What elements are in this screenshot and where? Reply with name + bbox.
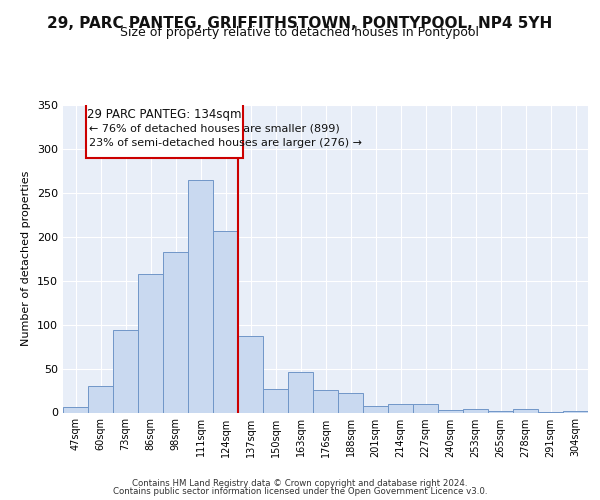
Bar: [563, 410, 588, 412]
Bar: [488, 410, 513, 412]
Text: ← 76% of detached houses are smaller (899): ← 76% of detached houses are smaller (89…: [89, 124, 340, 134]
Bar: [63, 407, 88, 412]
Text: Size of property relative to detached houses in Pontypool: Size of property relative to detached ho…: [121, 26, 479, 39]
Bar: [463, 409, 488, 412]
Bar: [138, 274, 163, 412]
Text: Contains public sector information licensed under the Open Government Licence v3: Contains public sector information licen…: [113, 487, 487, 496]
Text: Contains HM Land Registry data © Crown copyright and database right 2024.: Contains HM Land Registry data © Crown c…: [132, 478, 468, 488]
Bar: [238, 336, 263, 412]
Bar: [413, 404, 438, 412]
Bar: [88, 386, 113, 412]
Bar: [338, 393, 363, 412]
Bar: [113, 330, 138, 412]
Text: 23% of semi-detached houses are larger (276) →: 23% of semi-detached houses are larger (…: [89, 138, 362, 148]
Bar: [188, 180, 213, 412]
Text: 29 PARC PANTEG: 134sqm: 29 PARC PANTEG: 134sqm: [87, 108, 241, 120]
Bar: [438, 410, 463, 412]
Bar: [313, 390, 338, 412]
Bar: [213, 230, 238, 412]
Bar: [388, 404, 413, 412]
Bar: [513, 409, 538, 412]
Bar: [163, 252, 188, 412]
FancyBboxPatch shape: [86, 100, 243, 158]
Bar: [363, 406, 388, 412]
Y-axis label: Number of detached properties: Number of detached properties: [22, 171, 31, 346]
Bar: [288, 372, 313, 412]
Bar: [263, 389, 288, 412]
Text: 29, PARC PANTEG, GRIFFITHSTOWN, PONTYPOOL, NP4 5YH: 29, PARC PANTEG, GRIFFITHSTOWN, PONTYPOO…: [47, 16, 553, 31]
